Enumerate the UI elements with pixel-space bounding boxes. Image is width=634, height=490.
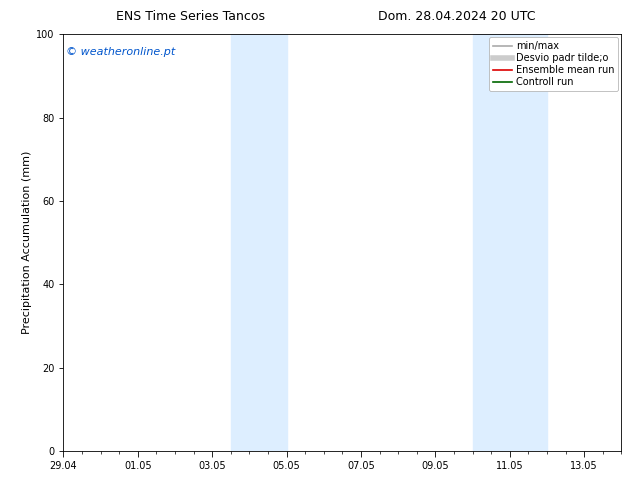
Bar <box>231 34 287 451</box>
Y-axis label: Precipitation Accumulation (mm): Precipitation Accumulation (mm) <box>22 151 32 334</box>
Bar <box>472 34 547 451</box>
Legend: min/max, Desvio padr tilde;o, Ensemble mean run, Controll run: min/max, Desvio padr tilde;o, Ensemble m… <box>489 37 618 91</box>
Text: Dom. 28.04.2024 20 UTC: Dom. 28.04.2024 20 UTC <box>378 10 535 23</box>
Text: ENS Time Series Tancos: ENS Time Series Tancos <box>115 10 265 23</box>
Text: © weatheronline.pt: © weatheronline.pt <box>66 47 176 57</box>
